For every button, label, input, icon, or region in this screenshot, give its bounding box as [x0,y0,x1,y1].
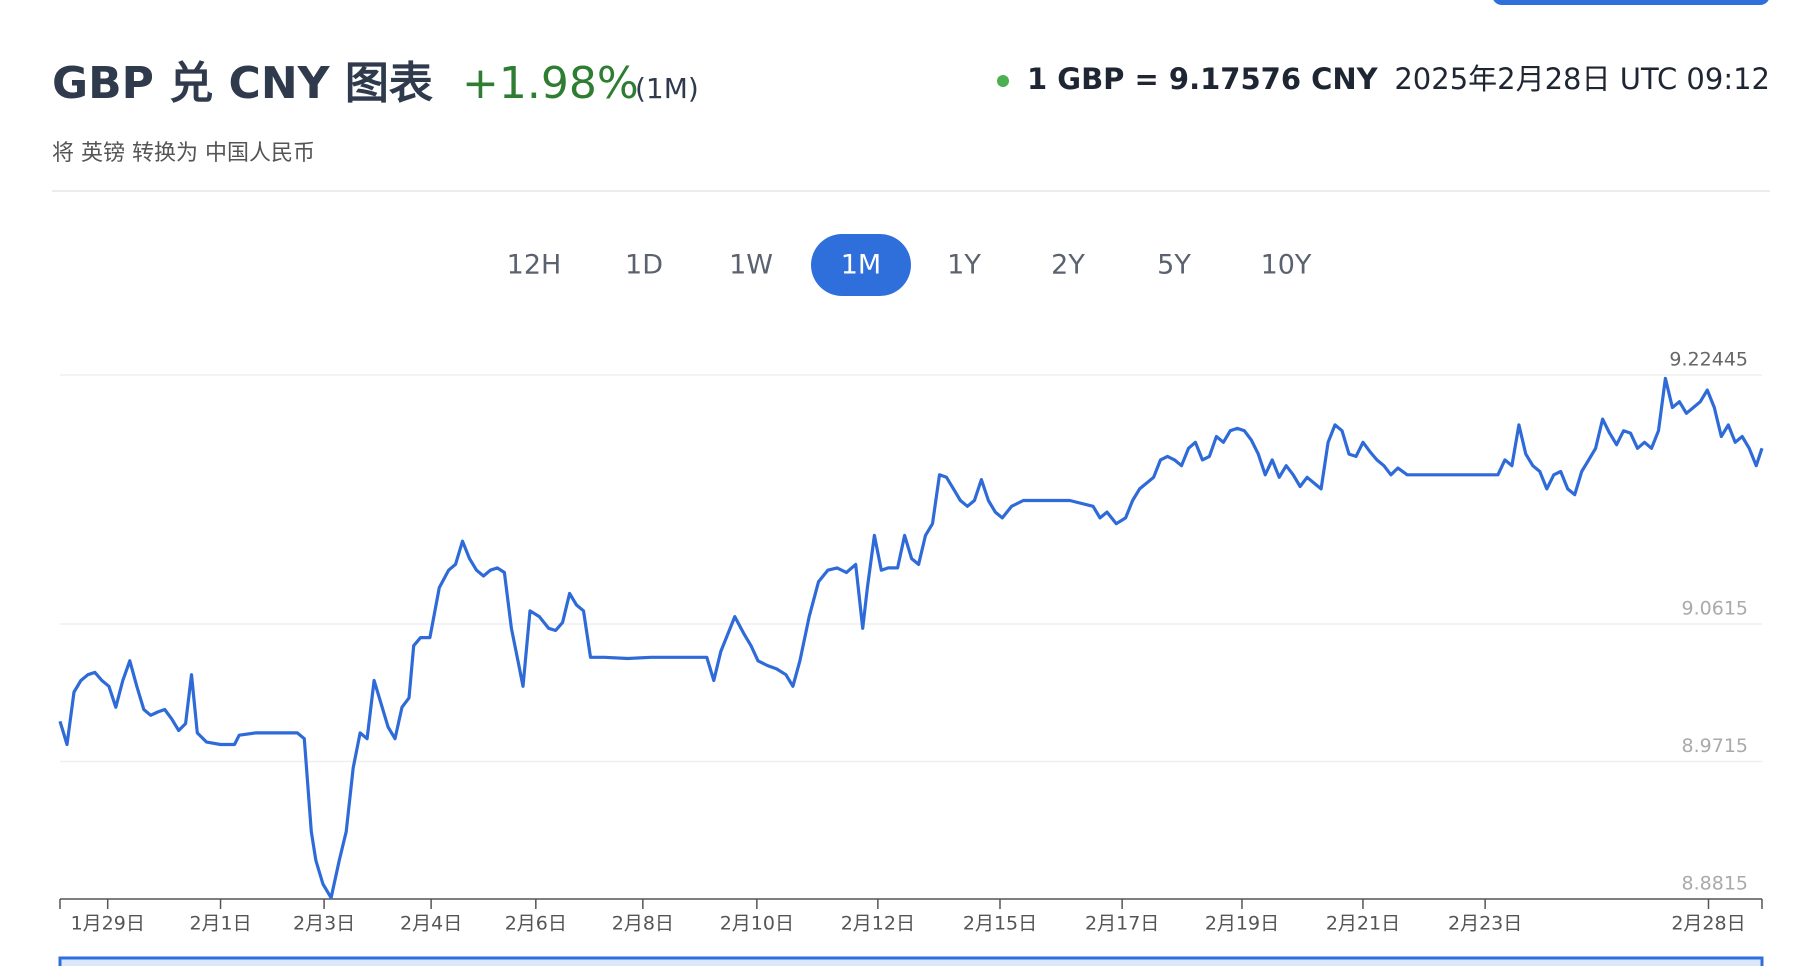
rate-line [58,376,1764,900]
page-title: GBP 兑 CNY 图表 [52,58,433,109]
x-tick-label: 2月6日 [505,913,567,935]
change-percent: +1.98% [462,58,639,109]
x-tick-label: 2月10日 [720,913,794,935]
range-button[interactable]: 10Y [1261,250,1312,281]
x-tick-label: 2月12日 [841,913,915,935]
range-button[interactable]: 1D [625,250,663,281]
subtitle: 将 英镑 转换为 中国人民币 [52,141,315,166]
y-tick-label: 8.9715 [1682,735,1748,757]
range-button[interactable]: 1Y [947,250,981,281]
x-tick-label: 2月15日 [963,913,1037,935]
range-button[interactable]: 1W [729,250,773,281]
range-selector: 12H 1D 1W 1M 1Y 2Y 5Y 10Y [507,234,1312,296]
x-tick-label: 1月29日 [71,913,145,935]
top-button[interactable] [1492,0,1770,5]
x-tick-label: 2月17日 [1085,913,1159,935]
x-tick-label: 2月1日 [189,913,251,935]
rate: 1 GBP = 9.17576 CNY [1027,62,1379,96]
chart: 8.8815 8.9715 9.0615 9.22445 1月29日 2月1日 2月3日 2月… [58,349,1764,935]
x-tick-label: 2月8日 [612,913,674,935]
range-active-pill[interactable] [811,234,911,296]
range-button[interactable]: 12H [507,250,562,281]
range-button[interactable]: 2Y [1051,250,1085,281]
navigator[interactable] [58,956,1764,966]
x-tick-label: 2月21日 [1326,913,1400,935]
y-tick-label: 9.0615 [1682,597,1748,619]
change-period: (1M) [635,72,699,105]
range-button[interactable]: 1M [841,250,881,281]
range-button[interactable]: 5Y [1157,250,1191,281]
x-tick-label: 2月23日 [1448,913,1522,935]
timestamp: 2025年2月28日 UTC 09:12 [1394,62,1770,96]
live-dot [997,75,1009,87]
x-tick-label: 2月4日 [400,913,462,935]
x-tick-label: 2月3日 [293,913,355,935]
x-tick-label: 2月19日 [1205,913,1279,935]
x-tick-label: 2月28日 [1671,913,1745,935]
y-tick-label: 9.22445 [1669,349,1748,371]
y-tick-label: 8.8815 [1682,873,1748,895]
